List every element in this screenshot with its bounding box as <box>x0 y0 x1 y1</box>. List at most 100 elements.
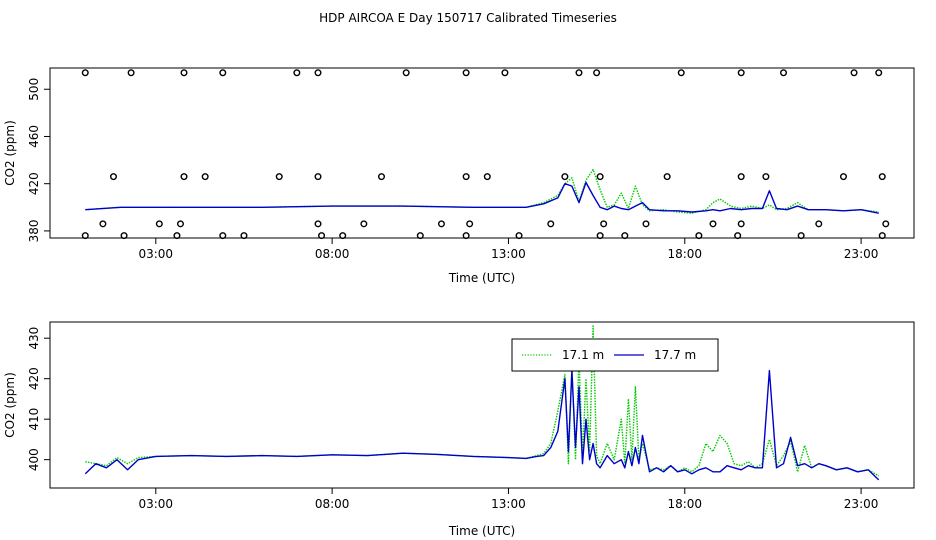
flag-point <box>219 232 227 240</box>
bottom-y-label: CO2 (ppm) <box>3 372 17 438</box>
flag-point <box>483 173 491 181</box>
flag-point <box>561 173 569 181</box>
legend: 17.1 m 17.7 m <box>511 338 719 372</box>
flag-point <box>642 220 650 228</box>
x-tick-label: 13:00 <box>491 497 526 511</box>
flag-point <box>600 220 608 228</box>
flag-point <box>219 69 227 77</box>
flag-point <box>240 232 248 240</box>
flag-point <box>180 69 188 77</box>
top-x-axis: 03:00 08:00 13:00 18:00 23:00 <box>138 238 878 261</box>
chart-title: HDP AIRCOA E Day 150717 Calibrated Times… <box>319 11 617 25</box>
flag-point <box>173 232 181 240</box>
flag-point <box>547 220 555 228</box>
x-tick-label: 23:00 <box>844 497 879 511</box>
flag-point <box>677 69 685 77</box>
x-tick-label: 18:00 <box>667 497 702 511</box>
flag-point <box>81 69 89 77</box>
flag-point <box>839 173 847 181</box>
flag-point <box>275 173 283 181</box>
flag-point <box>466 220 474 228</box>
flag-point <box>815 220 823 228</box>
y-tick-label: 500 <box>27 78 41 101</box>
flag-point <box>402 69 410 77</box>
flag-point <box>416 232 424 240</box>
x-tick-label: 08:00 <box>315 247 350 261</box>
flag-point <box>437 220 445 228</box>
top-y-axis: 380 420 460 500 <box>27 78 50 242</box>
flag-point <box>593 69 601 77</box>
y-tick-label: 430 <box>27 327 41 350</box>
flag-point <box>318 232 326 240</box>
flag-point <box>875 69 883 77</box>
top-flag-points <box>81 69 890 240</box>
top-series <box>85 168 879 214</box>
flag-point <box>155 220 163 228</box>
flag-point <box>737 69 745 77</box>
top-plot-frame <box>49 67 915 239</box>
flag-point <box>734 232 742 240</box>
flag-point <box>339 232 347 240</box>
top-x-label: Time (UTC) <box>448 271 515 285</box>
series-line-17-7-m <box>84 369 880 481</box>
flag-point <box>81 232 89 240</box>
flag-point <box>501 69 509 77</box>
flag-point <box>621 232 629 240</box>
flag-point <box>596 173 604 181</box>
series-line-17-1-m <box>85 325 880 477</box>
y-tick-label: 410 <box>27 408 41 431</box>
legend-label-17-1m: 17.1 m <box>562 348 604 362</box>
flag-point <box>878 232 886 240</box>
flag-point <box>780 69 788 77</box>
x-tick-label: 03:00 <box>138 497 173 511</box>
y-tick-label: 460 <box>27 125 41 148</box>
x-tick-label: 23:00 <box>844 247 879 261</box>
flag-point <box>462 232 470 240</box>
bottom-panel: 03:00 08:00 13:00 18:00 23:00 400 410 420 430 T… <box>3 321 915 538</box>
bottom-y-axis: 400 410 420 430 <box>27 327 50 471</box>
flag-point <box>878 173 886 181</box>
x-tick-label: 08:00 <box>315 497 350 511</box>
flag-point <box>377 173 385 181</box>
flag-point <box>127 69 135 77</box>
flag-point <box>293 69 301 77</box>
bottom-x-axis: 03:00 08:00 13:00 18:00 23:00 <box>138 488 878 511</box>
flag-point <box>314 69 322 77</box>
flag-point <box>120 232 128 240</box>
flag-point <box>762 173 770 181</box>
bottom-plot-frame <box>49 321 915 489</box>
y-tick-label: 380 <box>27 219 41 242</box>
flag-point <box>314 220 322 228</box>
flag-point <box>462 173 470 181</box>
y-tick-label: 400 <box>27 448 41 471</box>
top-panel: 03:00 08:00 13:00 18:00 23:00 380 420 460 500 T… <box>3 67 915 285</box>
y-tick-label: 420 <box>27 172 41 195</box>
flag-point <box>176 220 184 228</box>
flag-point <box>575 69 583 77</box>
series-line-17-7-m <box>85 181 879 214</box>
flag-point <box>663 173 671 181</box>
x-tick-label: 13:00 <box>491 247 526 261</box>
flag-point <box>695 232 703 240</box>
legend-label-17-7m: 17.7 m <box>654 348 696 362</box>
y-tick-label: 420 <box>27 367 41 390</box>
flag-point <box>462 69 470 77</box>
flag-point <box>314 173 322 181</box>
flag-point <box>515 232 523 240</box>
flag-point <box>109 173 117 181</box>
flag-point <box>99 220 107 228</box>
x-tick-label: 03:00 <box>138 247 173 261</box>
flag-point <box>737 173 745 181</box>
flag-point <box>737 220 745 228</box>
flag-point <box>180 173 188 181</box>
top-y-label: CO2 (ppm) <box>3 120 17 186</box>
bottom-x-label: Time (UTC) <box>448 524 515 538</box>
flag-point <box>709 220 717 228</box>
flag-point <box>850 69 858 77</box>
x-tick-label: 18:00 <box>667 247 702 261</box>
bottom-series <box>84 325 880 481</box>
flag-point <box>596 232 604 240</box>
flag-point <box>201 173 209 181</box>
flag-point <box>360 220 368 228</box>
